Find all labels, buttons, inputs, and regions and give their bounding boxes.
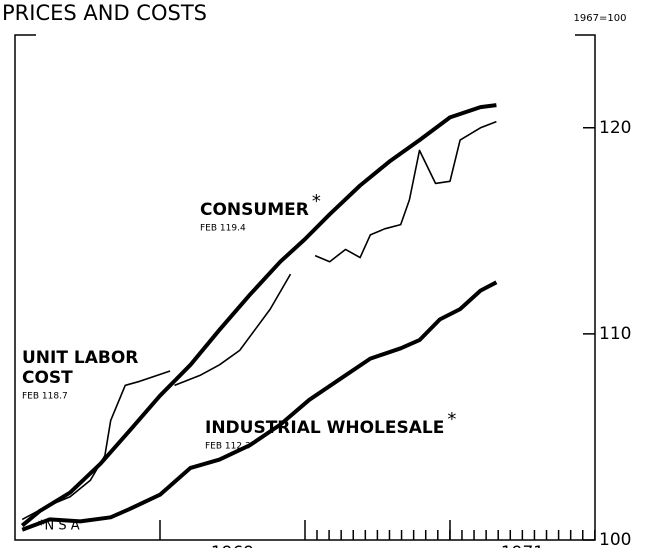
chart-subtitle: 1967=100 [574,13,627,24]
series-line [20,103,497,528]
y-tick-label: 120 [599,118,631,138]
series-line [21,280,498,532]
label-line: UNIT LABOR [22,348,138,368]
series-mark: * [312,191,321,212]
series-label: INDUSTRIAL WHOLESALE [205,418,444,438]
series-annotation: FEB 118.7 [22,392,68,402]
year-divider [159,520,451,540]
series-annotation: FEB 112.3 [205,442,251,452]
label-line: COST [22,368,73,388]
series-label: UNIT LABOR COST [22,348,138,388]
chart-title: PRICES AND COSTS [2,1,207,25]
series-line [21,120,497,521]
series-label: CONSUMER [200,200,309,220]
x-tick-label: 1971 [501,543,544,548]
x-tick-label: 1969 [211,543,254,548]
series-mark: * [447,409,456,430]
series-annotation: FEB 119.4 [200,224,246,234]
y-tick-label: 100 [599,530,631,548]
y-tick-label: 110 [599,324,631,344]
